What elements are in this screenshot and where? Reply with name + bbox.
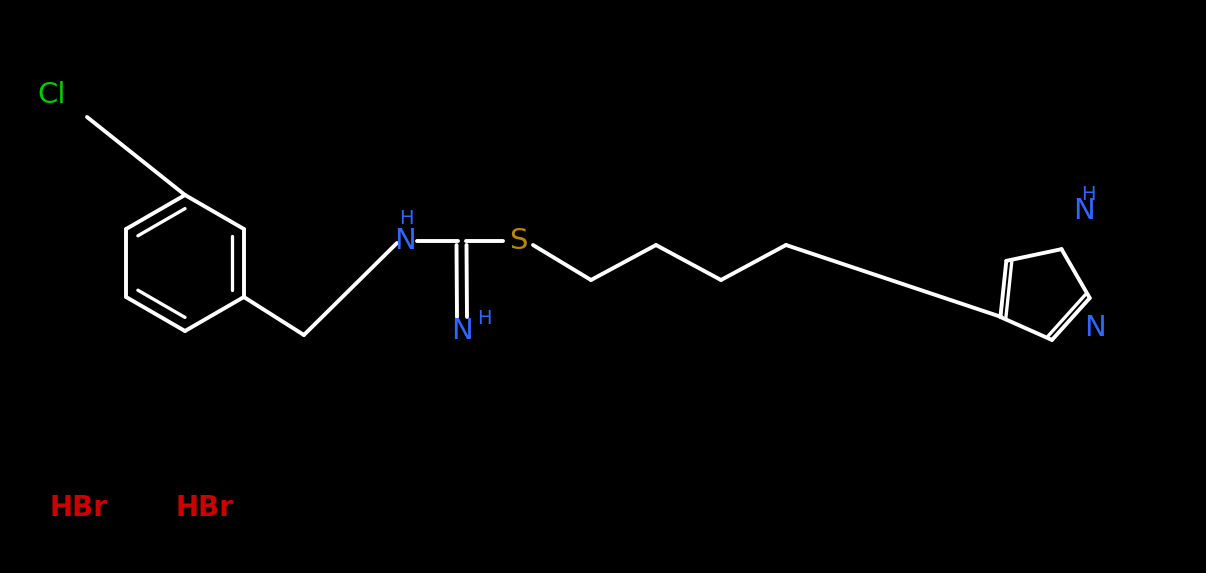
Text: S: S [509,227,527,255]
Text: N: N [1084,314,1106,342]
Text: H: H [476,309,491,328]
Text: HBr: HBr [176,494,234,522]
Text: H: H [399,210,414,229]
Text: N: N [451,317,473,345]
Text: Cl: Cl [37,81,66,109]
Text: N: N [394,227,416,255]
Text: HBr: HBr [49,494,107,522]
Text: N: N [1073,197,1095,225]
Text: H: H [1081,186,1095,205]
